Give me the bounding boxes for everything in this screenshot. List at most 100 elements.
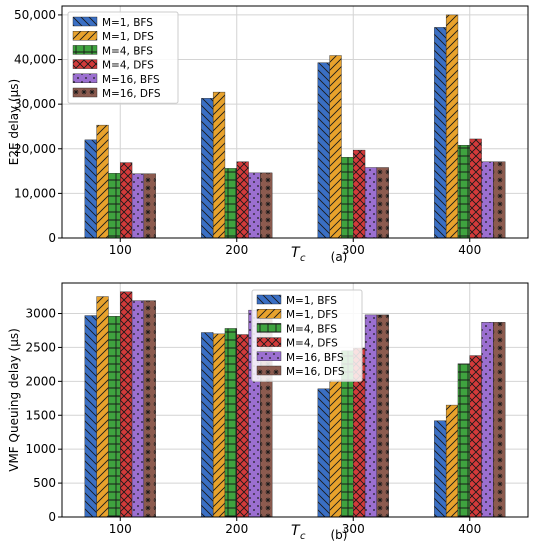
bar-1-3-1 <box>236 334 249 518</box>
legend-swatch-1 <box>256 309 282 319</box>
bar-0-3-1 <box>236 161 249 239</box>
y-tick-label-0: 0 <box>48 231 56 245</box>
bar-0-0-3 <box>434 27 447 239</box>
y-tick-label-2: 20,000 <box>14 142 56 156</box>
y-axis-label: E2E delay (μs) <box>7 79 21 165</box>
bar-0-3-2 <box>353 149 366 239</box>
bar-1-1-3 <box>445 404 459 518</box>
bar-1-0-1 <box>201 332 214 518</box>
x-tick-label-2: 300 <box>342 522 365 536</box>
y-tick-label-0: 0 <box>48 510 56 524</box>
bar-1-2-0 <box>108 316 121 518</box>
bar-1-5-2 <box>376 314 389 518</box>
legend-swatch-4 <box>72 73 98 84</box>
plot-frame <box>61 5 529 239</box>
y-tick-label-4: 40,000 <box>14 53 56 67</box>
panel-label: (b) <box>331 528 348 542</box>
x-axis-label-sub: c <box>300 531 306 542</box>
x-axis-label: T <box>291 523 301 539</box>
bar-1-1-0 <box>96 296 109 518</box>
x-axis-label: T <box>291 245 301 261</box>
bar-0-2-3 <box>457 144 470 239</box>
bar-1-0-0 <box>84 315 97 518</box>
bar-0-0-1 <box>201 98 214 239</box>
legend: M=1, BFS M=1, DFS M=4, BFS M=4, DFS M=16, BF… <box>67 11 179 104</box>
y-tick-label-5: 50,000 <box>14 8 56 22</box>
legend-label-2: M=4, BFS <box>102 45 153 57</box>
bar-1-2-3 <box>457 363 470 518</box>
y-tick-label-1: 10,000 <box>14 186 56 200</box>
bar-0-4-1 <box>248 172 261 239</box>
legend-swatch-1 <box>72 31 98 41</box>
bar-0-4-3 <box>481 161 494 239</box>
bar-0-4-0 <box>131 173 145 239</box>
legend-label-4: M=16, BFS <box>102 74 160 86</box>
panel-b: 0 500 1000 1500 2000 2500 3000 100 200 300 400 VMF … <box>7 282 529 542</box>
y-tick-label-1: 500 <box>33 476 56 490</box>
panel-label: (a) <box>331 250 348 264</box>
bar-1-4-2 <box>364 314 378 518</box>
bar-0-2-2 <box>341 157 354 239</box>
legend-swatch-5 <box>72 87 98 98</box>
y-tick-label-3: 30,000 <box>14 97 56 111</box>
legend-label-3: M=4, DFS <box>102 60 154 72</box>
bar-1-5-3 <box>493 322 506 518</box>
bars <box>84 14 506 239</box>
legend-label-5: M=16, DFS <box>286 366 345 378</box>
bar-1-0-3 <box>434 420 447 518</box>
legend-swatch-3 <box>256 337 282 347</box>
y-tick-label-4: 2000 <box>25 374 56 388</box>
legend-label-0: M=1, BFS <box>102 17 153 29</box>
x-tick-label-1: 200 <box>225 522 248 536</box>
bar-1-4-0 <box>131 300 145 518</box>
plot-frame <box>61 282 529 518</box>
bar-1-3-0 <box>120 291 133 518</box>
bar-0-0-2 <box>317 62 330 239</box>
bar-1-1-2 <box>329 379 342 518</box>
legend-label-2: M=4, BFS <box>286 323 337 335</box>
legend-swatch-0 <box>72 16 98 27</box>
legend-swatch-2 <box>72 45 98 55</box>
y-tick-label-3: 1500 <box>25 408 56 422</box>
x-tick-label-0: 100 <box>109 522 132 536</box>
legend-label-3: M=4, DFS <box>286 338 338 350</box>
bar-0-0-0 <box>84 139 97 239</box>
x-tick-label-1: 200 <box>225 243 248 257</box>
bar-0-4-2 <box>364 167 378 239</box>
legend-label-4: M=16, BFS <box>286 352 344 364</box>
bar-0-5-1 <box>260 172 273 239</box>
bar-0-1-0 <box>96 124 109 239</box>
panel-a: 0 10,000 20,000 30,000 40,000 50,000 100 200 300… <box>7 5 529 264</box>
bar-0-5-0 <box>143 173 156 239</box>
x-tick-label-3: 400 <box>458 522 481 536</box>
x-tick-label-0: 100 <box>109 243 132 257</box>
legend-swatch-4 <box>256 351 282 361</box>
x-axis-label-sub: c <box>300 253 306 264</box>
bar-1-5-0 <box>143 300 156 518</box>
legend-swatch-0 <box>256 294 282 305</box>
y-tick-label-2: 1000 <box>25 442 56 456</box>
bars <box>84 291 506 518</box>
x-tick-label-3: 400 <box>458 243 481 257</box>
bar-0-3-3 <box>469 138 482 239</box>
bar-1-0-2 <box>317 388 330 518</box>
legend-label-1: M=1, DFS <box>102 31 154 43</box>
bar-1-2-1 <box>224 328 237 518</box>
bar-0-3-0 <box>120 162 133 239</box>
legend-swatch-3 <box>72 59 98 69</box>
bar-0-1-1 <box>212 91 226 239</box>
legend-label-0: M=1, BFS <box>286 295 337 307</box>
bar-1-3-3 <box>469 355 482 518</box>
legend: M=1, BFS M=1, DFS M=4, BFS M=4, DFS M=16, BF… <box>251 289 363 382</box>
bar-0-2-1 <box>224 168 237 239</box>
legend-label-5: M=16, DFS <box>102 88 161 100</box>
bar-1-1-1 <box>212 333 226 518</box>
y-axis-label: VMF Queuing delay (μs) <box>7 328 21 472</box>
legend-swatch-5 <box>256 365 282 376</box>
bar-0-5-3 <box>493 161 506 239</box>
bar-0-1-3 <box>445 14 459 239</box>
bar-0-1-2 <box>329 55 342 239</box>
legend-label-1: M=1, DFS <box>286 309 338 321</box>
